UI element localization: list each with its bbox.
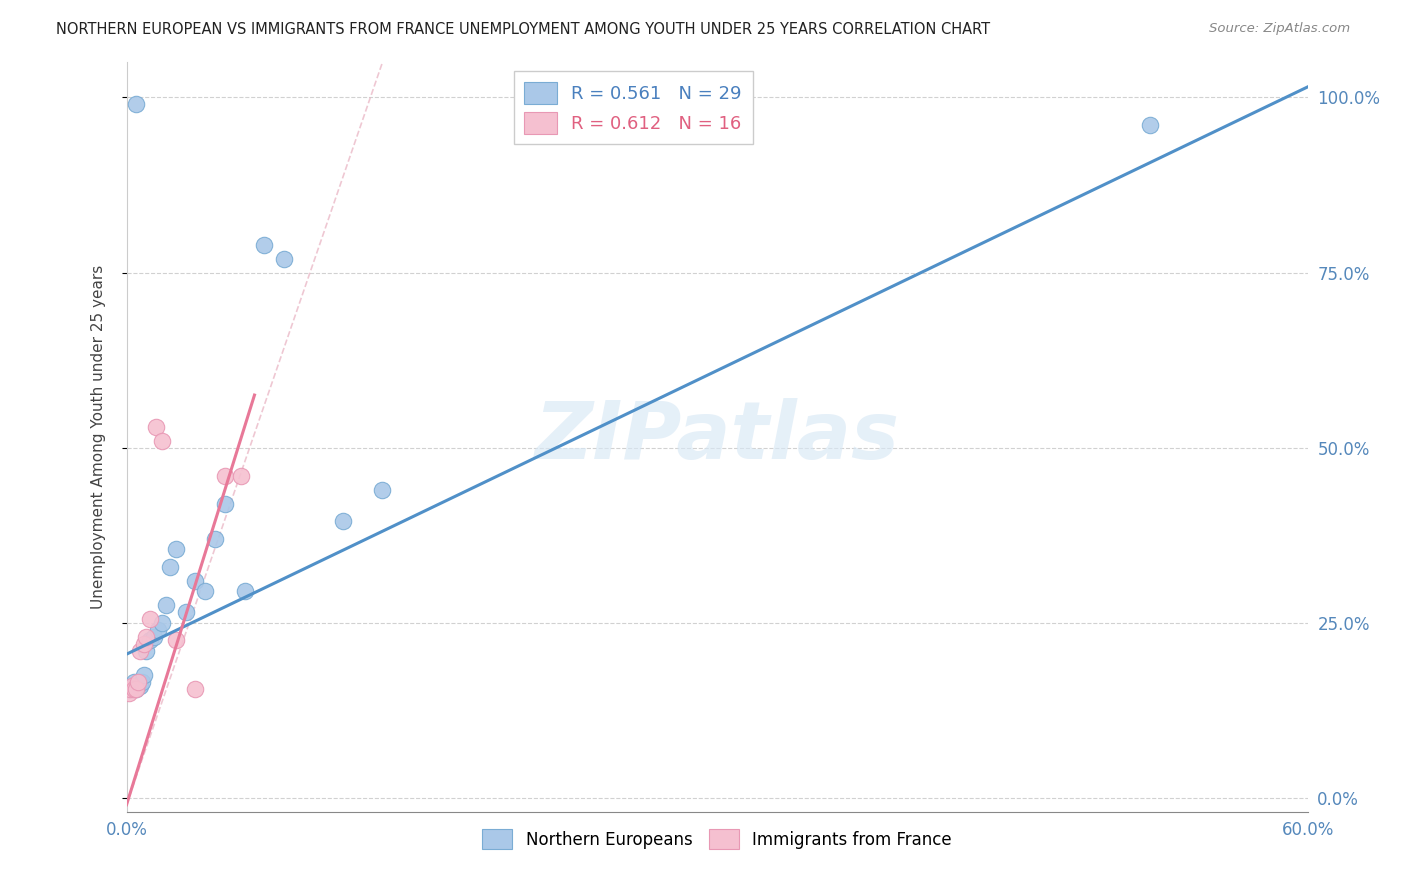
Point [124,682,146,697]
Point [150,434,173,448]
Point [194,584,217,599]
Point [159,559,181,574]
Point [204,532,226,546]
Point [139,612,162,626]
Point [124,675,146,690]
Point [129,679,152,693]
Point [120,679,142,693]
Point [150,615,173,630]
Point [117,682,139,697]
Text: NORTHERN EUROPEAN VS IMMIGRANTS FROM FRANCE UNEMPLOYMENT AMONG YOUTH UNDER 25 YE: NORTHERN EUROPEAN VS IMMIGRANTS FROM FRA… [56,22,990,37]
Point [214,468,236,483]
Point [129,643,152,657]
Point [125,97,148,112]
Point [184,682,207,697]
Point [332,514,354,528]
Point [127,679,149,693]
Point [253,237,276,252]
Point [233,584,256,599]
Point [145,419,167,434]
Point [371,483,394,497]
Point [155,598,177,612]
Point [117,686,139,700]
Point [143,630,166,644]
Point [165,542,187,557]
Text: ZIPatlas: ZIPatlas [534,398,900,476]
Point [125,682,148,697]
Point [127,675,149,690]
Point [120,682,142,697]
Point [135,630,157,644]
Point [229,468,252,483]
Point [134,637,156,651]
Point [1139,119,1161,133]
Point [214,497,236,511]
Point [121,682,143,697]
Point [131,675,153,690]
Point [165,633,187,648]
Y-axis label: Unemployment Among Youth under 25 years: Unemployment Among Youth under 25 years [91,265,105,609]
Point [174,605,197,619]
Point [134,668,156,682]
Point [135,643,157,657]
Point [139,633,162,648]
Point [273,252,295,266]
Point [125,682,148,697]
Point [121,679,143,693]
Legend: Northern Europeans, Immigrants from France: Northern Europeans, Immigrants from Fran… [475,822,959,855]
Text: Source: ZipAtlas.com: Source: ZipAtlas.com [1209,22,1350,36]
Point [184,574,207,588]
Point [146,623,169,637]
